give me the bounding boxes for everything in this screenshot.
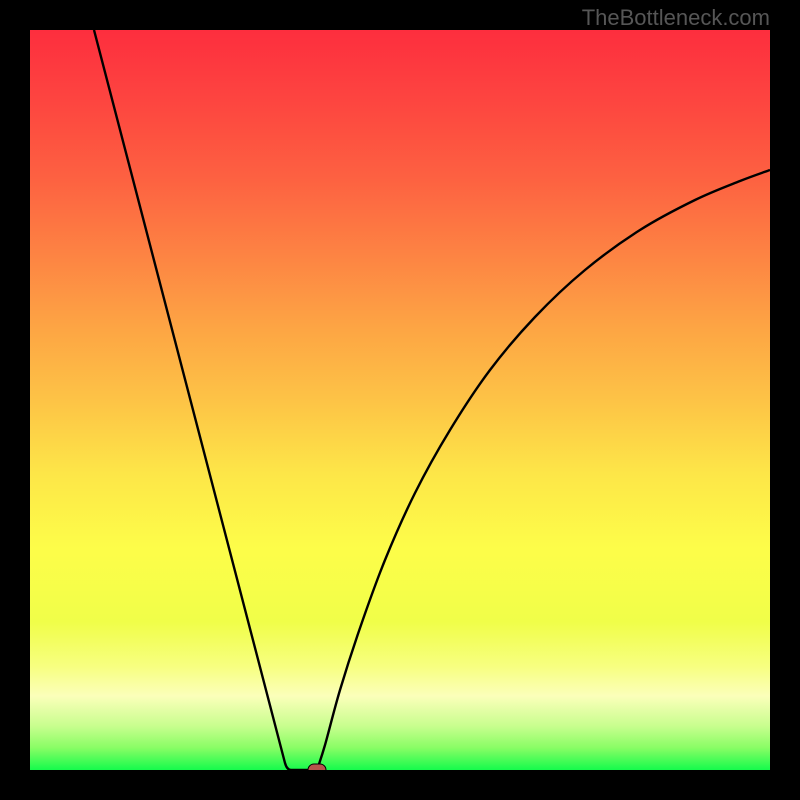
chart-container: TheBottleneck.com (0, 0, 800, 800)
plot-background (30, 30, 770, 770)
watermark-text: TheBottleneck.com (582, 5, 770, 31)
plot-region (30, 30, 770, 770)
optimum-marker (308, 764, 326, 770)
